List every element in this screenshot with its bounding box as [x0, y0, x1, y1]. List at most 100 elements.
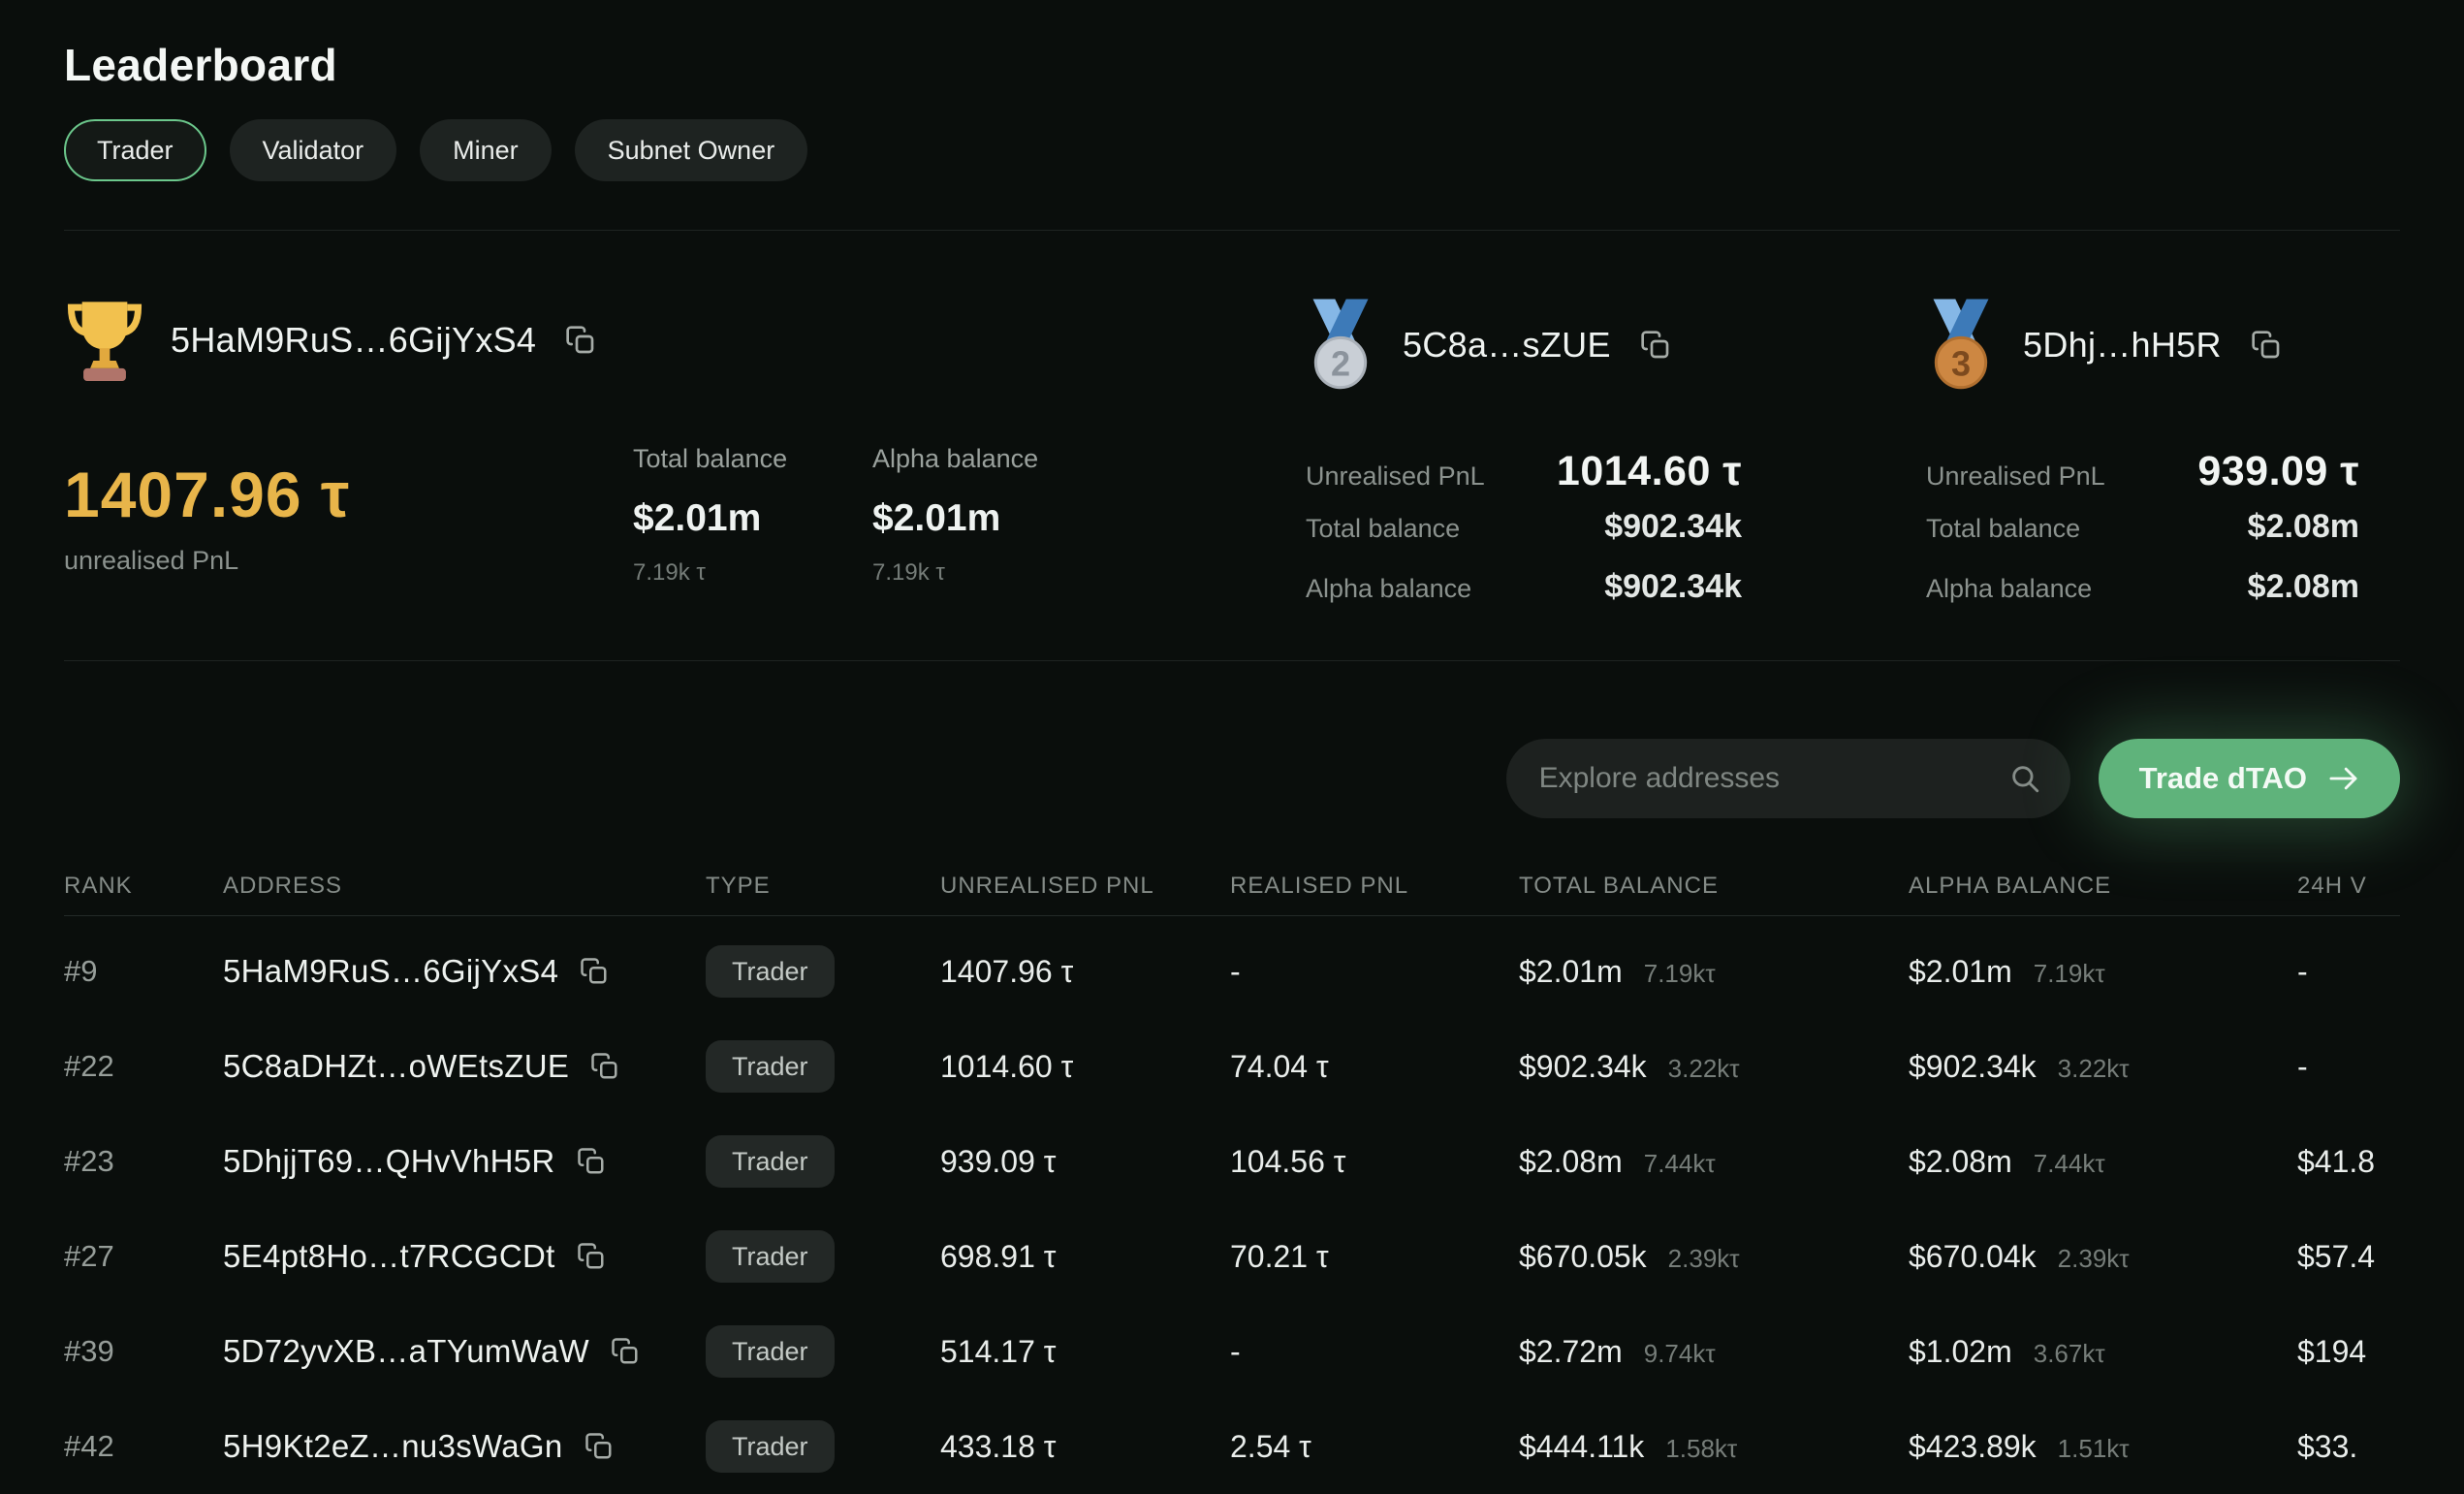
- row-address-text[interactable]: 5C8aDHZt…oWEtsZUE: [223, 1048, 570, 1084]
- first-place-pnl-label: unrealised PnL: [64, 546, 239, 575]
- balance-main: $423.89k: [1909, 1428, 2037, 1464]
- type-badge: Trader: [706, 1420, 835, 1473]
- copy-icon[interactable]: [577, 1242, 606, 1271]
- tab-miner[interactable]: Miner: [420, 119, 552, 181]
- stat-label: Total balance: [633, 444, 788, 473]
- balance-main: $2.01m: [1519, 953, 1623, 989]
- stat-row: Total balance $2.08m: [1926, 508, 2359, 545]
- copy-icon[interactable]: [580, 957, 609, 986]
- third-place-address[interactable]: 5Dhj…hH5R: [2023, 325, 2222, 365]
- type-badge: Trader: [706, 1135, 835, 1188]
- row-total-balance: $902.34k 3.22kτ: [1519, 1049, 1909, 1085]
- balance-main: $2.01m: [1909, 953, 2012, 989]
- stat-value: 939.09 τ: [2197, 448, 2359, 494]
- row-24h-volume: $33.: [2297, 1428, 2358, 1464]
- row-alpha-balance: $2.01m 7.19kτ: [1909, 954, 2297, 990]
- row-type: Trader: [706, 1420, 940, 1473]
- row-address-text[interactable]: 5H9Kt2eZ…nu3sWaGn: [223, 1428, 563, 1464]
- third-place-header: 3 5Dhj…hH5R: [1924, 299, 2282, 392]
- podium-section: 5HaM9RuS…6GijYxS4 1407.96 τ unrealised P…: [64, 231, 2400, 660]
- table-row[interactable]: #22 5C8aDHZt…oWEtsZUE Trader 1014.60 τ 7…: [64, 1019, 2400, 1114]
- table-row[interactable]: #9 5HaM9RuS…6GijYxS4 Trader 1407.96 τ - …: [64, 924, 2400, 1019]
- row-24h-volume: $41.8: [2297, 1143, 2376, 1179]
- trade-dtao-button[interactable]: Trade dTAO: [2098, 739, 2400, 818]
- tab-miner-label: Miner: [453, 135, 519, 165]
- header-alpha-balance[interactable]: ALPHA BALANCE: [1909, 873, 2112, 899]
- divider: [64, 230, 2400, 231]
- balance-main: $902.34k: [1909, 1048, 2037, 1084]
- stat-value: 1014.60 τ: [1556, 448, 1742, 494]
- header-total-balance[interactable]: TOTAL BALANCE: [1519, 873, 1719, 899]
- stat-row: Alpha balance $2.08m: [1926, 568, 2359, 605]
- copy-icon[interactable]: [611, 1337, 640, 1366]
- table-row[interactable]: #27 5E4pt8Ho…t7RCGCDt Trader 698.91 τ 70…: [64, 1209, 2400, 1304]
- trade-dtao-label: Trade dTAO: [2138, 761, 2307, 795]
- search-icon[interactable]: [2008, 762, 2041, 795]
- stat-label: Unrealised PnL: [1306, 461, 1485, 491]
- header-unrealised-pnl[interactable]: UNREALISED PNL: [940, 873, 1154, 899]
- row-unrealised-pnl: 514.17 τ: [940, 1333, 1057, 1369]
- balance-main: $902.34k: [1519, 1048, 1647, 1084]
- row-realised-pnl: -: [1230, 1333, 1241, 1369]
- header-address[interactable]: ADDRESS: [223, 873, 343, 899]
- header-type[interactable]: TYPE: [706, 873, 771, 899]
- table-row[interactable]: #39 5D72yvXB…aTYumWaW Trader 514.17 τ - …: [64, 1304, 2400, 1399]
- row-realised-pnl: 2.54 τ: [1230, 1428, 1311, 1464]
- header-24h-volume[interactable]: 24H V: [2297, 873, 2367, 899]
- silver-medal-icon: 2: [1304, 299, 1377, 392]
- stat-row: Alpha balance $902.34k: [1306, 568, 1742, 605]
- table-row[interactable]: #23 5DhjjT69…QHvVhH5R Trader 939.09 τ 10…: [64, 1114, 2400, 1209]
- row-alpha-balance: $670.04k 2.39kτ: [1909, 1239, 2297, 1275]
- stat-value: $902.34k: [1604, 568, 1742, 605]
- balance-main: $444.11k: [1519, 1428, 1645, 1464]
- header-realised-pnl[interactable]: REALISED PNL: [1230, 873, 1409, 899]
- row-address-text[interactable]: 5HaM9RuS…6GijYxS4: [223, 953, 559, 989]
- copy-icon[interactable]: [590, 1052, 619, 1081]
- stat-row: Unrealised PnL 939.09 τ: [1926, 448, 2359, 494]
- search-box[interactable]: [1505, 739, 2070, 818]
- header-rank[interactable]: RANK: [64, 873, 133, 899]
- divider: [64, 660, 2400, 661]
- row-type: Trader: [706, 1325, 940, 1378]
- balance-sub: 7.44kτ: [2033, 1148, 2105, 1178]
- row-24h-volume: $194: [2297, 1333, 2367, 1369]
- copy-icon[interactable]: [565, 325, 596, 356]
- balance-main: $670.04k: [1909, 1238, 2037, 1274]
- balance-main: $670.05k: [1519, 1238, 1647, 1274]
- tab-validator[interactable]: Validator: [229, 119, 397, 181]
- type-badge: Trader: [706, 1230, 835, 1283]
- row-total-balance: $444.11k 1.58kτ: [1519, 1429, 1909, 1465]
- copy-icon[interactable]: [2251, 330, 2282, 361]
- copy-icon[interactable]: [584, 1432, 614, 1461]
- row-rank: #22: [64, 1049, 114, 1083]
- tab-validator-label: Validator: [262, 135, 364, 165]
- row-24h-volume: -: [2297, 1048, 2308, 1084]
- filter-tabs: Trader Validator Miner Subnet Owner: [64, 119, 2400, 181]
- stat-label: Alpha balance: [872, 444, 1039, 473]
- tab-trader[interactable]: Trader: [64, 119, 206, 181]
- leaderboard-page: Leaderboard Trader Validator Miner Subne…: [64, 40, 2400, 1473]
- stat-row: Unrealised PnL 1014.60 τ: [1306, 448, 1742, 494]
- row-unrealised-pnl: 433.18 τ: [940, 1428, 1057, 1464]
- row-address: 5E4pt8Ho…t7RCGCDt: [223, 1238, 706, 1275]
- copy-icon[interactable]: [577, 1147, 606, 1176]
- row-address-text[interactable]: 5D72yvXB…aTYumWaW: [223, 1333, 589, 1369]
- search-input[interactable]: [1538, 762, 2008, 795]
- leaderboard-table: RANK ADDRESS TYPE UNREALISED PNL REALISE…: [64, 873, 2400, 1494]
- stat-label: Unrealised PnL: [1926, 461, 2105, 491]
- copy-icon[interactable]: [1640, 330, 1671, 361]
- row-24h-volume: $57.4: [2297, 1238, 2376, 1274]
- row-address-text[interactable]: 5DhjjT69…QHvVhH5R: [223, 1143, 555, 1179]
- first-place-pnl-value: 1407.96 τ: [64, 459, 351, 530]
- second-place-address[interactable]: 5C8a…sZUE: [1403, 325, 1611, 365]
- page-title: Leaderboard: [64, 40, 337, 90]
- first-place-address[interactable]: 5HaM9RuS…6GijYxS4: [171, 320, 537, 360]
- balance-main: $2.72m: [1519, 1333, 1623, 1369]
- balance-sub: 3.22kτ: [2057, 1053, 2130, 1083]
- tab-subnet-owner[interactable]: Subnet Owner: [574, 119, 808, 181]
- stat-sub-value: 7.19k τ: [872, 559, 945, 586]
- stat-value: $2.01m: [633, 497, 762, 539]
- table-row[interactable]: #42 5H9Kt2eZ…nu3sWaGn Trader 433.18 τ 2.…: [64, 1399, 2400, 1494]
- row-rank: #23: [64, 1144, 114, 1178]
- row-address-text[interactable]: 5E4pt8Ho…t7RCGCDt: [223, 1238, 555, 1274]
